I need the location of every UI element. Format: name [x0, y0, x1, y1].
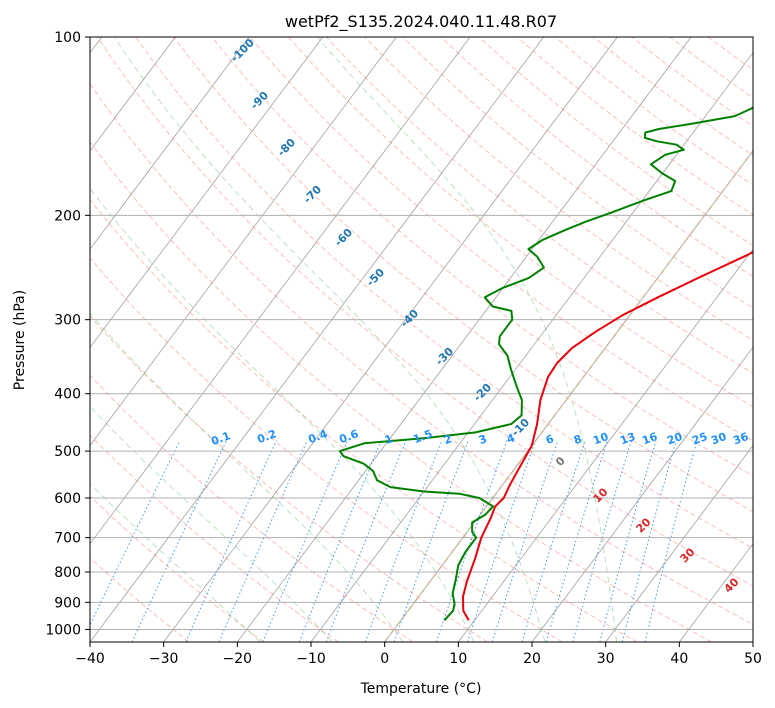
pressure-grid: [90, 37, 753, 630]
sounding-series: [339, 105, 753, 621]
moist-adiabat-line: [90, 312, 404, 642]
dry-adiabat-line: [90, 141, 712, 642]
isotherm-line: [236, 37, 692, 642]
isotherm-line: [90, 37, 250, 250]
mixing-ratio-line: [218, 440, 308, 642]
x-axis: −40 −30 −20 −10 0 10 20 30 40 50: [75, 642, 762, 667]
mixing-ratio-label: 3: [477, 432, 489, 447]
dry-adiabat-line: [90, 198, 638, 642]
dry-adiabat-line: [135, 37, 753, 549]
mixing-ratio-line: [621, 440, 677, 642]
dewpoint-line: [339, 105, 753, 621]
mixing-ratio-label: 0.2: [255, 427, 278, 446]
dry-adiabat-line: [325, 37, 753, 374]
x-tick-label: −20: [223, 651, 253, 667]
moist-adiabat-line: [90, 483, 261, 642]
mixing-ratio-label: 16: [640, 430, 659, 448]
y-tick-label: 900: [54, 595, 81, 611]
dry-adiabat-line: [90, 257, 563, 642]
mixing-ratio-line: [262, 440, 348, 642]
mixing-ratio-line: [545, 440, 608, 642]
isotherm-line: [90, 37, 324, 349]
isotherm-line: [605, 444, 753, 642]
y-tick-label: 100: [54, 30, 81, 46]
x-tick-label: 50: [744, 651, 762, 667]
isotherm-line: [163, 37, 618, 642]
mixing-ratio-label: 25: [690, 430, 709, 447]
y-axis: 100 200 300 400 500 600 700 800 900 1000: [45, 30, 90, 638]
dry-adiabat-line: [90, 557, 190, 642]
dry-adiabat-line: [249, 37, 753, 442]
mixing-ratio-line: [185, 440, 277, 642]
plot-frame: [89, 36, 754, 643]
y-tick-label: 1000: [45, 622, 81, 638]
mixing-ratio-label: 4: [505, 431, 517, 446]
x-tick-label: 40: [670, 651, 688, 667]
mixing-ratio-line: [491, 440, 559, 642]
mixing-ratio-line: [435, 440, 508, 642]
mixing-ratio-label: 1: [383, 432, 395, 447]
isotherm-line: [531, 346, 753, 642]
dry-adiabat-line: [90, 495, 264, 642]
moist-adiabat-line: [90, 405, 333, 642]
y-tick-label: 500: [54, 444, 81, 460]
y-axis-title: Pressure (hPa): [12, 290, 28, 390]
dry-adiabat-line: [97, 37, 753, 587]
isotherm-line: [90, 37, 397, 447]
dry-adiabat-line: [402, 37, 753, 309]
mixing-ratio-line: [393, 440, 469, 642]
moist-adiabat-line: [90, 187, 475, 642]
dry-adiabat-line: [364, 37, 753, 341]
x-tick-label: 10: [449, 651, 467, 667]
isotherm-line: [457, 248, 753, 642]
dry-adiabat-line: [90, 434, 339, 642]
dry-adiabat-line: [90, 83, 753, 625]
y-tick-label: 200: [54, 208, 81, 224]
isotherm-line: [384, 150, 753, 642]
mixing-ratio-line: [572, 440, 632, 642]
dry-adiabat-line: [211, 37, 753, 477]
x-tick-label: −10: [296, 651, 326, 667]
mixing-ratio-label: 0.1: [209, 429, 232, 448]
mixing-ratio-label: 20: [665, 430, 684, 448]
dry-adiabat-line: [90, 315, 488, 642]
mixing-ratio-label: 2: [442, 432, 454, 447]
chart-title: wetPf2_S135.2024.040.11.48.R07: [285, 12, 557, 32]
plot-background: [90, 37, 753, 642]
background-lines: [90, 37, 753, 642]
mixing-ratio-label: 0.4: [306, 427, 329, 446]
isotherm-line: [90, 37, 176, 152]
mixing-ratio-label: 6: [544, 432, 556, 447]
mixing-ratio-label: 0.6: [337, 427, 360, 446]
y-tick-label: 600: [54, 491, 81, 507]
mixing-ratio-label: 1.5: [411, 427, 434, 446]
y-tick-label: 400: [54, 387, 81, 403]
x-tick-label: 30: [597, 651, 615, 667]
mixing-ratio-label: 8: [572, 432, 584, 447]
mixing-ratio-label: 36: [731, 430, 750, 448]
x-axis-title: Temperature (°C): [360, 681, 482, 697]
dry-adiabat-line: [173, 37, 753, 513]
mixing-ratio-line: [90, 440, 181, 626]
y-tick-label: 300: [54, 313, 81, 329]
mixing-ratio-label: 30: [709, 430, 728, 448]
temperature-line: [462, 251, 753, 621]
mixing-ratio-label: 13: [618, 430, 637, 447]
isotherm-line: [752, 641, 753, 642]
mixing-ratio-line: [644, 440, 698, 642]
y-tick-label: 700: [54, 531, 81, 547]
x-tick-label: −40: [75, 651, 105, 667]
y-tick-label: 800: [54, 565, 81, 581]
isotherm-line: [90, 37, 471, 545]
x-tick-label: −30: [149, 651, 179, 667]
x-tick-label: 0: [380, 651, 389, 667]
mixing-ratio-line: [599, 440, 657, 642]
mixing-ratio-label: 10: [591, 430, 610, 448]
x-tick-label: 20: [523, 651, 541, 667]
isotherm-line: [90, 37, 545, 642]
mixing-ratio-line: [521, 440, 586, 642]
dry-adiabat-line: [90, 374, 414, 642]
moist-adiabat-line: [113, 37, 546, 642]
